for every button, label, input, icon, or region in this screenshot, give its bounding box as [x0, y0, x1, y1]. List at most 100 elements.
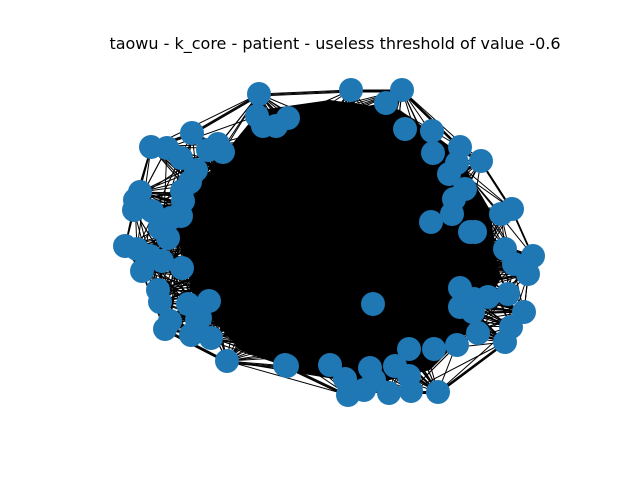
graph-node	[199, 326, 223, 350]
graph-edge	[249, 239, 321, 301]
graph-node	[130, 259, 154, 283]
graph-node	[374, 91, 398, 115]
graph-edge	[217, 143, 331, 151]
graph-edge	[329, 149, 381, 301]
graph-edge	[249, 239, 281, 281]
graph-edge	[258, 91, 352, 97]
graph-edge	[359, 219, 381, 251]
graph-edge	[279, 149, 301, 281]
graph-node	[361, 292, 385, 316]
graph-edge	[329, 149, 361, 221]
graph-node	[122, 198, 146, 222]
graph-edge	[249, 149, 331, 221]
graph-node	[153, 317, 177, 341]
graph-node	[521, 244, 545, 268]
graph-edge	[207, 149, 286, 366]
graph-edge	[299, 149, 381, 301]
graph-node	[476, 285, 500, 309]
graph-edge	[299, 199, 474, 313]
graph-edge	[339, 259, 439, 393]
graph-edge	[437, 341, 506, 393]
graph-node	[419, 210, 443, 234]
graph-node	[461, 300, 485, 324]
graph-edge	[329, 149, 341, 261]
graph-edge	[404, 128, 482, 162]
graph-edge	[329, 149, 410, 377]
graph-edge	[401, 89, 461, 148]
graph-edge	[249, 219, 286, 366]
graph-node	[426, 380, 450, 404]
graph-edge	[319, 239, 458, 346]
graph-edge	[199, 317, 301, 321]
graph-node	[188, 306, 212, 330]
graph-edge	[249, 219, 281, 291]
graph-edge	[299, 149, 331, 201]
graph-node	[496, 282, 520, 306]
graph-edge	[249, 219, 529, 275]
graph-node	[516, 262, 540, 286]
graph-node	[215, 349, 239, 373]
graph-edge	[329, 149, 371, 369]
graph-edge	[159, 89, 403, 229]
graph-node	[399, 379, 423, 403]
graph-node	[489, 202, 513, 226]
graph-edge	[258, 89, 352, 95]
graph-edge	[299, 149, 331, 321]
graph-edge	[359, 219, 509, 295]
graph-edge	[359, 199, 461, 289]
graph-edge	[249, 219, 361, 241]
graph-node	[211, 140, 235, 164]
graph-node	[336, 383, 360, 407]
graph-node	[445, 333, 469, 357]
graph-node	[493, 330, 517, 354]
graph-edge	[279, 289, 458, 346]
figure-title: taowu - k_core - patient - useless thres…	[109, 34, 561, 53]
graph-edge	[279, 199, 301, 291]
graph-edge	[133, 149, 301, 211]
graph-node	[420, 119, 444, 143]
graph-edge	[249, 219, 321, 301]
graph-edge	[191, 95, 260, 136]
graph-edge	[210, 199, 241, 339]
graph-edge	[299, 199, 375, 381]
graph-edge	[284, 221, 432, 366]
graph-edge	[199, 219, 361, 319]
graph-edge	[249, 239, 341, 261]
graph-node	[421, 141, 445, 165]
graph-node	[469, 149, 493, 173]
graph-edge	[299, 199, 331, 231]
graph-edge	[258, 90, 352, 96]
graph-node	[393, 117, 417, 141]
graph-node	[247, 82, 271, 106]
graph-node	[422, 337, 446, 361]
graph-edge	[299, 199, 361, 321]
graph-node	[437, 162, 461, 186]
graph-node	[148, 290, 172, 314]
graph-edge	[180, 215, 346, 380]
graph-edge	[151, 210, 349, 396]
graph-edge	[167, 199, 241, 239]
graph-edge	[339, 199, 361, 261]
graph-node	[273, 353, 297, 377]
graph-edge	[258, 93, 509, 295]
graph-edge	[279, 249, 381, 281]
graph-node	[466, 321, 490, 345]
graph-edge	[299, 199, 381, 301]
graph-node	[463, 220, 487, 244]
graph-edge	[181, 190, 361, 201]
graph-edge	[226, 299, 321, 362]
graph-edge	[262, 125, 381, 251]
graph-edge	[249, 149, 301, 221]
graph-edge	[319, 239, 381, 251]
edge-layer	[124, 89, 534, 398]
graph-edge	[258, 93, 349, 396]
graph-node	[180, 121, 204, 145]
graph-edge	[279, 149, 331, 281]
graph-node	[377, 381, 401, 405]
graph-edge	[437, 343, 506, 395]
graph-edge	[199, 149, 209, 319]
graph-edge	[350, 89, 410, 377]
graph-node	[397, 337, 421, 361]
graph-edge	[190, 239, 321, 336]
